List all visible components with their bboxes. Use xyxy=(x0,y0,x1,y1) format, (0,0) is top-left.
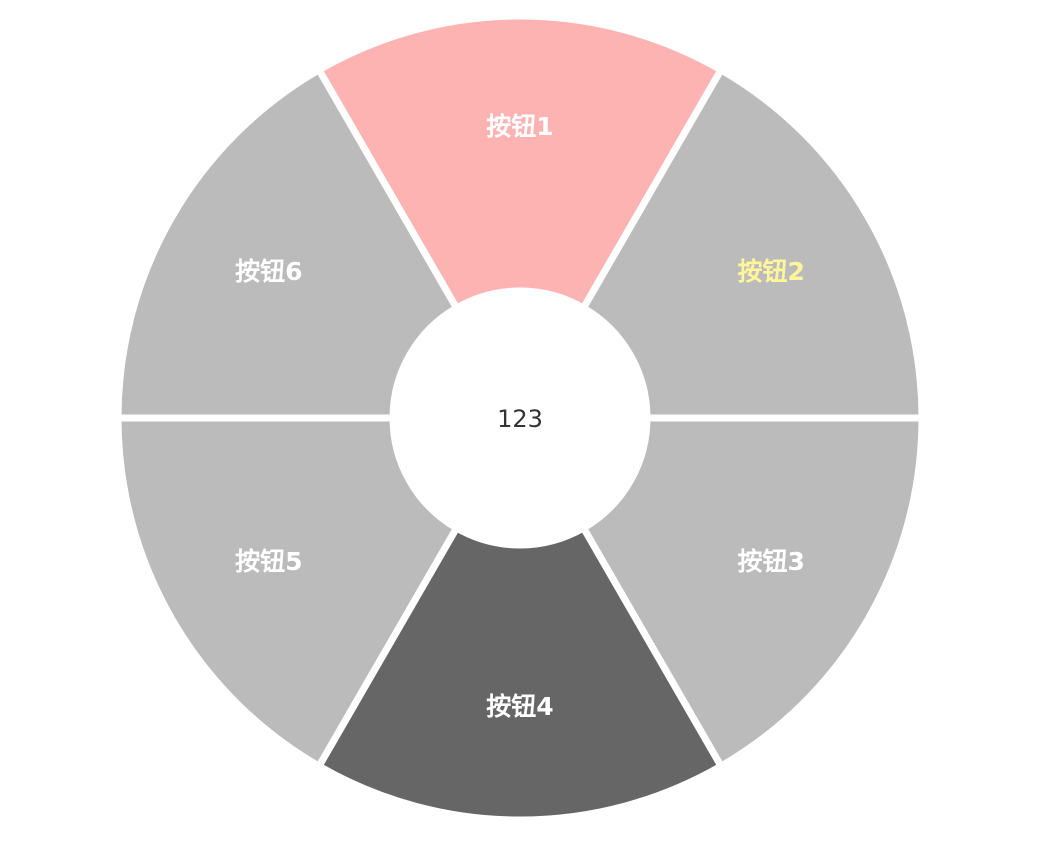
center-label: 123 xyxy=(497,405,543,433)
center-button[interactable] xyxy=(393,291,647,545)
radial-menu-center[interactable]: 123 xyxy=(393,291,647,545)
